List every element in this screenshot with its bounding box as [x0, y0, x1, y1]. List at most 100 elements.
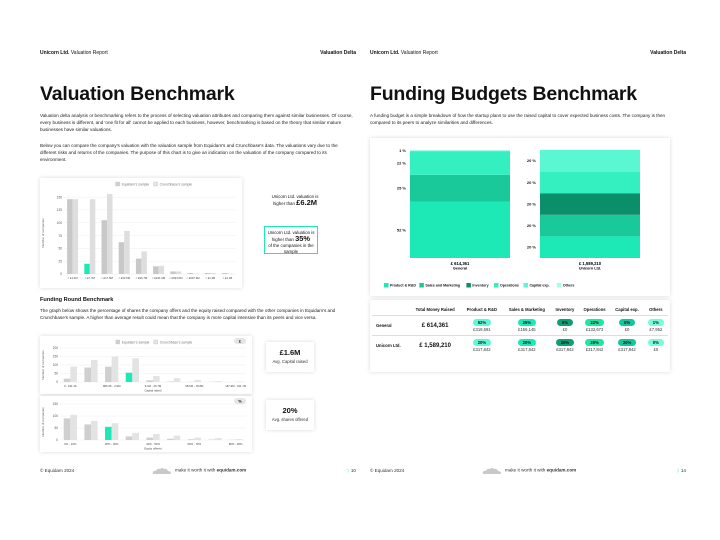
bar — [221, 272, 228, 274]
header-report: Valuation Report — [69, 50, 108, 56]
bar — [170, 271, 176, 274]
legend-label: Inventory — [472, 284, 488, 288]
kpi-capital-label: Avg. Capital raised — [272, 359, 308, 364]
percent-badge: 20% — [472, 339, 492, 346]
legend-swatch — [466, 283, 471, 288]
bar — [91, 420, 98, 440]
y-tick-label: 200 — [53, 346, 59, 350]
y-tick-label: 50 — [54, 426, 58, 430]
table-body: General £ 614,361 52% £319,591 25% £156,145 0%… — [372, 314, 668, 356]
page-header: Unicorn Ltd. Valuation Report Valuation … — [40, 50, 356, 60]
intro-paragraph: Valuation delta analysis or benchmarking… — [40, 113, 353, 133]
table-header-cell: Inventory — [555, 307, 575, 312]
x-tick-label: < £90.7M — [136, 276, 148, 280]
bar — [153, 376, 160, 382]
y-tick-label: 0 — [56, 438, 58, 442]
y-axis-label: Number of companies — [41, 407, 45, 437]
legend-swatch — [384, 283, 389, 288]
page-footer: © Equidam 2024 make it worth it with equ… — [370, 468, 686, 478]
legend-label: Operations — [500, 284, 519, 288]
x-tick-label: < £1.4B — [205, 276, 215, 280]
x-tick-label: 20% - 30% — [105, 442, 119, 446]
callout-higher-value: Unicorn Ltd. valuation is higher than £6… — [268, 190, 322, 217]
stack-segment — [410, 150, 510, 152]
segment-label: 20 % — [527, 158, 537, 163]
y-tick-label: 150 — [53, 355, 59, 359]
y-tick-label: 150 — [53, 402, 59, 406]
bar — [227, 273, 233, 274]
table-header-cell: Total Money Raised — [415, 307, 455, 312]
percent-badge: 0% — [618, 319, 636, 326]
bar — [84, 424, 91, 440]
kpi-shares: 20% Avg. shares offered — [266, 406, 314, 422]
y-axis-label: Number of companies — [41, 218, 45, 248]
bar — [167, 438, 174, 440]
stack-segment — [410, 201, 510, 258]
cloud-icon — [152, 468, 171, 474]
y-tick-label: 0 — [56, 380, 58, 384]
bar — [173, 378, 181, 382]
segment-label: 20 % — [527, 223, 537, 228]
kpi-capital: £1.6M Avg. Capital raised — [266, 348, 314, 364]
page-title: Funding Budgets Benchmark — [370, 83, 637, 105]
legend-label: Equidam's sample — [122, 340, 150, 344]
amount-value: £0 — [562, 327, 568, 333]
bar — [132, 432, 139, 440]
bar — [215, 381, 222, 382]
legend-swatch — [153, 181, 158, 187]
budget-table: Total Money Raised Product & R&D Sales & M… — [372, 304, 668, 356]
section-title-funding-round: Funding Round Benchmark — [40, 297, 114, 303]
footer-tagline: make it worth it with equidam.com — [152, 467, 246, 474]
table-header-cell: Others — [649, 307, 663, 312]
segment-label: 52 % — [397, 227, 407, 232]
x-axis-label: Capital raised — [144, 389, 162, 393]
bar — [132, 358, 139, 382]
bar — [125, 372, 133, 382]
funding-round-paragraph: The graph below shows the percentage of … — [40, 308, 336, 321]
page-number: ⟩ 10 — [347, 468, 356, 473]
row-label: Unicorn Ltd. — [372, 335, 410, 356]
bar — [89, 199, 96, 274]
y-tick-label: 50 — [54, 372, 58, 376]
y-tick-label: 50 — [58, 247, 62, 251]
x-tick-label: < £7.7M — [85, 276, 96, 280]
bar — [193, 273, 199, 274]
kpi-shares-card: 20% Avg. shares offered — [266, 400, 314, 430]
header-company: Unicorn Ltd. — [370, 50, 400, 56]
x-tick-label: < £191.9M — [152, 276, 166, 280]
legend-swatch — [556, 283, 562, 288]
bar — [118, 242, 125, 274]
legend-label: Equidam's sample — [122, 182, 150, 186]
row-total: £ 1,589,210 — [409, 335, 462, 356]
page-header: Unicorn Ltd. Valuation Report Valuation … — [370, 50, 686, 60]
x-tick-label: 0 - 611.1K — [64, 384, 77, 388]
bar — [63, 418, 71, 440]
valuation-chart-card: 0 25 50 75 100 125 150 Number of companies < £1.… — [40, 178, 242, 288]
page-arrow-icon: ⟩ — [677, 468, 679, 473]
percent-badge: 1% — [647, 319, 664, 326]
bar — [101, 220, 107, 274]
legend-swatch — [493, 283, 499, 288]
x-tick-label: 167.9M - 911.7M — [225, 384, 247, 388]
y-tick-label: 100 — [53, 363, 59, 367]
page-valuation-benchmark: Unicorn Ltd. Valuation Report Valuation … — [40, 50, 356, 480]
percent-badge: 22% — [585, 319, 604, 326]
header-company: Unicorn Ltd. — [40, 50, 70, 56]
intro-paragraph-2: Below you can compare the company's valu… — [40, 143, 338, 163]
bar — [235, 381, 243, 382]
category-label: Unicorn Ltd. — [579, 267, 601, 271]
bar — [135, 258, 142, 274]
table-row: Unicorn Ltd. £ 1,589,210 20% £317,842 20% £31… — [372, 335, 668, 356]
capital-raised-chart-card: 0 50 100 150 200 Number of companies 0 - 611.1… — [40, 336, 252, 394]
kpi-shares-label: Avg. shares offered — [271, 417, 309, 422]
x-tick-label: 0% - 10% — [64, 442, 77, 446]
bar — [111, 423, 119, 440]
percent-badge: 0% — [556, 319, 573, 326]
cloud-icon — [482, 468, 501, 474]
budget-cell: 0% £0 — [551, 314, 579, 336]
bar — [84, 367, 91, 382]
x-tick-label: 986.6K - 2.9M — [103, 384, 121, 388]
budget-cell: 0% £0 — [643, 335, 668, 356]
bar — [107, 194, 113, 274]
